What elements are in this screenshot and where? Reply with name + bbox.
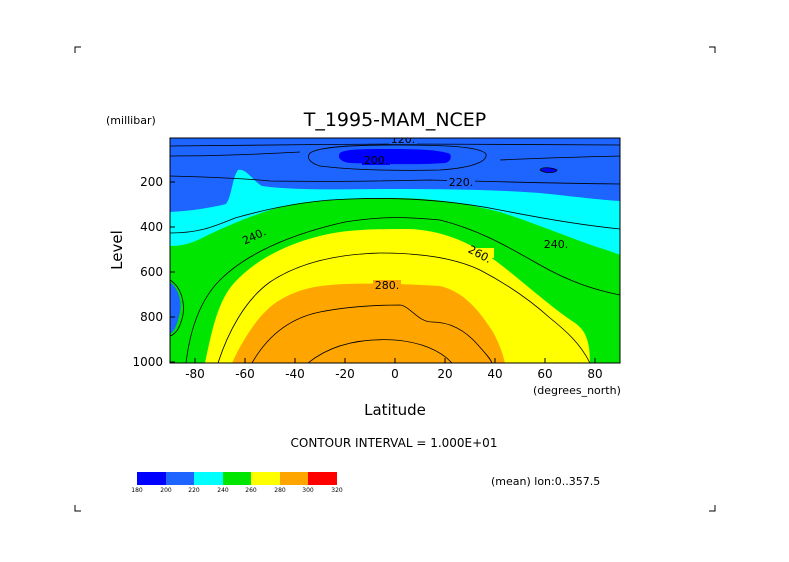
y-axis: 200 400 600 800 1000 Level — [108, 175, 175, 369]
contour-line-270 — [217, 252, 591, 363]
x-tick-label: 40 — [487, 367, 502, 381]
colorbar-swatch-1 — [166, 472, 194, 485]
contour-label-bg-200 — [362, 155, 390, 165]
contour-interval-text: CONTOUR INTERVAL = 1.000E+01 — [291, 436, 498, 450]
colorbar-tick-label: 200 — [160, 487, 172, 494]
region-dark-blue — [338, 149, 451, 165]
contour-label-bg-220 — [447, 177, 475, 187]
page-corner-marks — [74, 46, 716, 512]
colorbar-tick-label: 320 — [331, 487, 343, 494]
x-tick-marks — [194, 358, 596, 363]
colorbar-tick-label: 300 — [302, 487, 314, 494]
contour-line-210-right — [499, 155, 620, 161]
colorbar-swatch-6 — [308, 472, 337, 485]
contour-label-bg-240-right — [542, 238, 570, 248]
contour-line-220 — [170, 175, 620, 185]
contour-line-290 — [251, 304, 493, 363]
contour-label-bg-120 — [389, 138, 417, 144]
y-tick-label: 200 — [140, 175, 163, 189]
x-tick-label: -20 — [335, 367, 355, 381]
x-tick-label: 80 — [587, 367, 602, 381]
contour-label-240-right: 240. — [544, 238, 569, 251]
x-tick-label: 60 — [537, 367, 552, 381]
contour-label-220: 220. — [449, 176, 474, 189]
contour-label-120: 120. — [391, 133, 416, 146]
contour-label-bg-240-left — [240, 230, 268, 240]
colorbar-tick-label: 260 — [245, 487, 257, 494]
colorbar-tick-label: 240 — [217, 487, 229, 494]
colorbar-swatch-4 — [251, 472, 280, 485]
colorbar-tick-label: 180 — [131, 487, 143, 494]
region-orange — [232, 283, 505, 363]
y-tick-label: 600 — [140, 265, 163, 279]
y-tick-marks — [170, 181, 175, 363]
colorbar-swatch-5 — [280, 472, 308, 485]
contour-line-blue-loop-small — [539, 167, 558, 174]
y-tick-label: 400 — [140, 220, 163, 234]
mean-lon-text: (mean) lon:0..357.5 — [491, 475, 600, 488]
colorbar-swatch-0 — [137, 472, 166, 485]
x-units-label: (degrees_north) — [533, 384, 621, 397]
colorbar-swatch-2 — [194, 472, 223, 485]
x-tick-label: 0 — [391, 367, 399, 381]
contour-line-left-bump — [170, 279, 184, 337]
x-tick-label: 20 — [437, 367, 452, 381]
contour-label-280: 280. — [375, 279, 400, 292]
y-units-label: (millibar) — [106, 114, 156, 127]
colorbar-tick-label: 220 — [188, 487, 200, 494]
colorbar: 180 200 220 240 260 280 300 320 — [131, 472, 343, 494]
plot-area: 120. 200. 220. 240. 240. 260. 280. — [170, 133, 620, 363]
contour-line-300 — [307, 339, 453, 363]
contour-line-250 — [185, 217, 620, 363]
region-blue-patch — [170, 282, 181, 334]
y-tick-label: 800 — [140, 310, 163, 324]
colorbar-tick-label: 280 — [274, 487, 286, 494]
x-tick-label: -60 — [235, 367, 255, 381]
contour-label-200: 200. — [364, 154, 389, 167]
colorbar-swatch-3 — [223, 472, 251, 485]
x-tick-label: -40 — [285, 367, 305, 381]
x-tick-label: -80 — [185, 367, 205, 381]
contour-label-bg-260 — [466, 248, 494, 258]
contour-line-230 — [170, 198, 620, 234]
contour-line-210-left — [170, 151, 301, 157]
chart-title: T_1995-MAM_NCEP — [303, 109, 487, 131]
y-axis-label: Level — [108, 230, 126, 270]
y-tick-label: 1000 — [132, 355, 163, 369]
contour-label-bg-280 — [373, 280, 401, 290]
contour-lines — [170, 143, 620, 363]
x-axis-label: Latitude — [364, 401, 426, 419]
x-axis: -80 -60 -40 -20 0 20 40 60 80 (degrees_n… — [185, 358, 621, 419]
contour-line-210-loop — [308, 144, 487, 171]
